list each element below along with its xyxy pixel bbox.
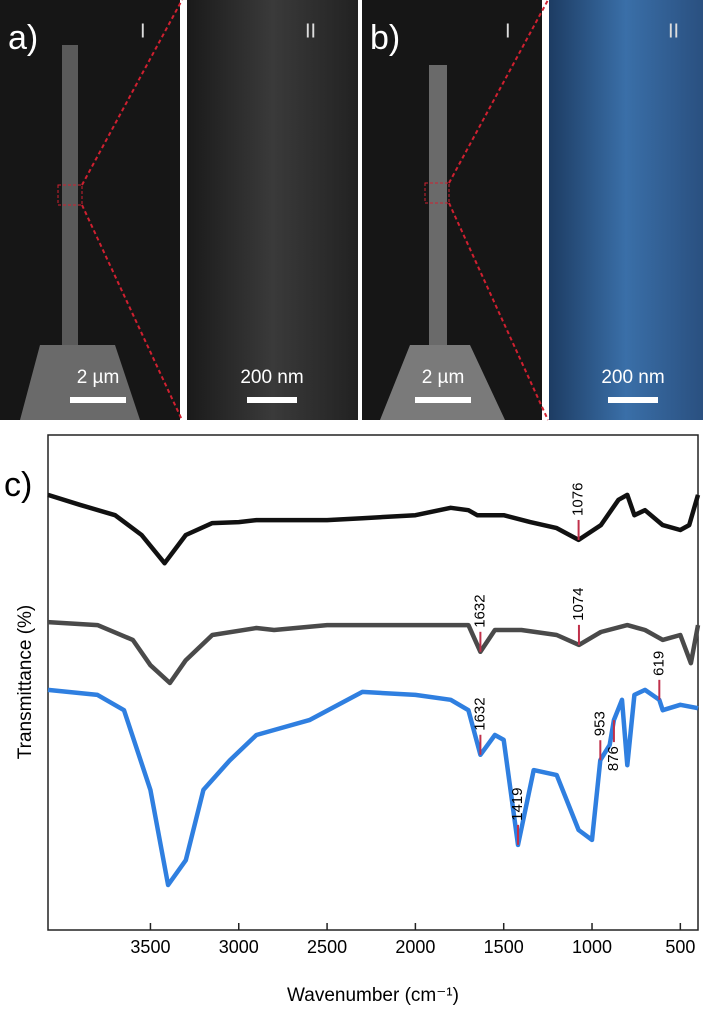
panel-label: a) bbox=[8, 19, 38, 57]
panel-label: c) bbox=[4, 466, 32, 504]
scale-bar bbox=[70, 397, 126, 403]
peak-label: 876 bbox=[605, 746, 622, 771]
y-axis-label: Transmittance (%) bbox=[15, 605, 36, 760]
peak-label: 619 bbox=[650, 651, 667, 676]
x-axis-label: Wavenumber (cm⁻¹) bbox=[287, 985, 459, 1006]
scale-label: 200 nm bbox=[601, 367, 664, 388]
scale-bar bbox=[415, 397, 471, 403]
plot-frame bbox=[47, 434, 699, 931]
scale-bar bbox=[247, 397, 297, 403]
image-label: I bbox=[505, 20, 511, 42]
x-tick-label: 3000 bbox=[219, 937, 259, 957]
spectrum-line bbox=[47, 619, 701, 686]
x-tick-label: 2500 bbox=[307, 937, 347, 957]
spectrum-line bbox=[47, 492, 701, 566]
image-label: II bbox=[305, 20, 316, 42]
x-tick-label: 3500 bbox=[130, 937, 170, 957]
needle-base bbox=[380, 345, 505, 420]
panel-label: b) bbox=[370, 19, 400, 57]
zoom-box bbox=[424, 182, 450, 204]
scale-label: 200 nm bbox=[240, 367, 303, 388]
needle bbox=[62, 45, 78, 345]
sem-image bbox=[549, 0, 703, 420]
x-tick-label: 1500 bbox=[484, 937, 524, 957]
x-tick-label: 500 bbox=[665, 937, 695, 957]
zoom-line bbox=[81, 204, 183, 421]
scale-label: 2 µm bbox=[77, 367, 120, 388]
scale-bar bbox=[608, 397, 658, 403]
image-label: II bbox=[668, 20, 679, 42]
peak-label: 1419 bbox=[509, 787, 526, 820]
peak-label: 1076 bbox=[570, 483, 587, 516]
peak-label: 1632 bbox=[471, 594, 488, 627]
sem-image bbox=[187, 0, 358, 420]
peak-label: 1074 bbox=[570, 588, 587, 621]
zoom-line bbox=[81, 0, 183, 186]
image-label: I bbox=[140, 20, 146, 42]
zoom-line bbox=[448, 202, 549, 421]
needle bbox=[429, 65, 447, 345]
peak-label: 953 bbox=[591, 711, 608, 736]
peak-label: 1632 bbox=[471, 697, 488, 730]
scale-label: 2 µm bbox=[422, 367, 465, 388]
x-tick-label: 2000 bbox=[395, 937, 435, 957]
x-tick-label: 1000 bbox=[572, 937, 612, 957]
zoom-box bbox=[57, 184, 83, 206]
spectrum-line bbox=[47, 687, 699, 888]
